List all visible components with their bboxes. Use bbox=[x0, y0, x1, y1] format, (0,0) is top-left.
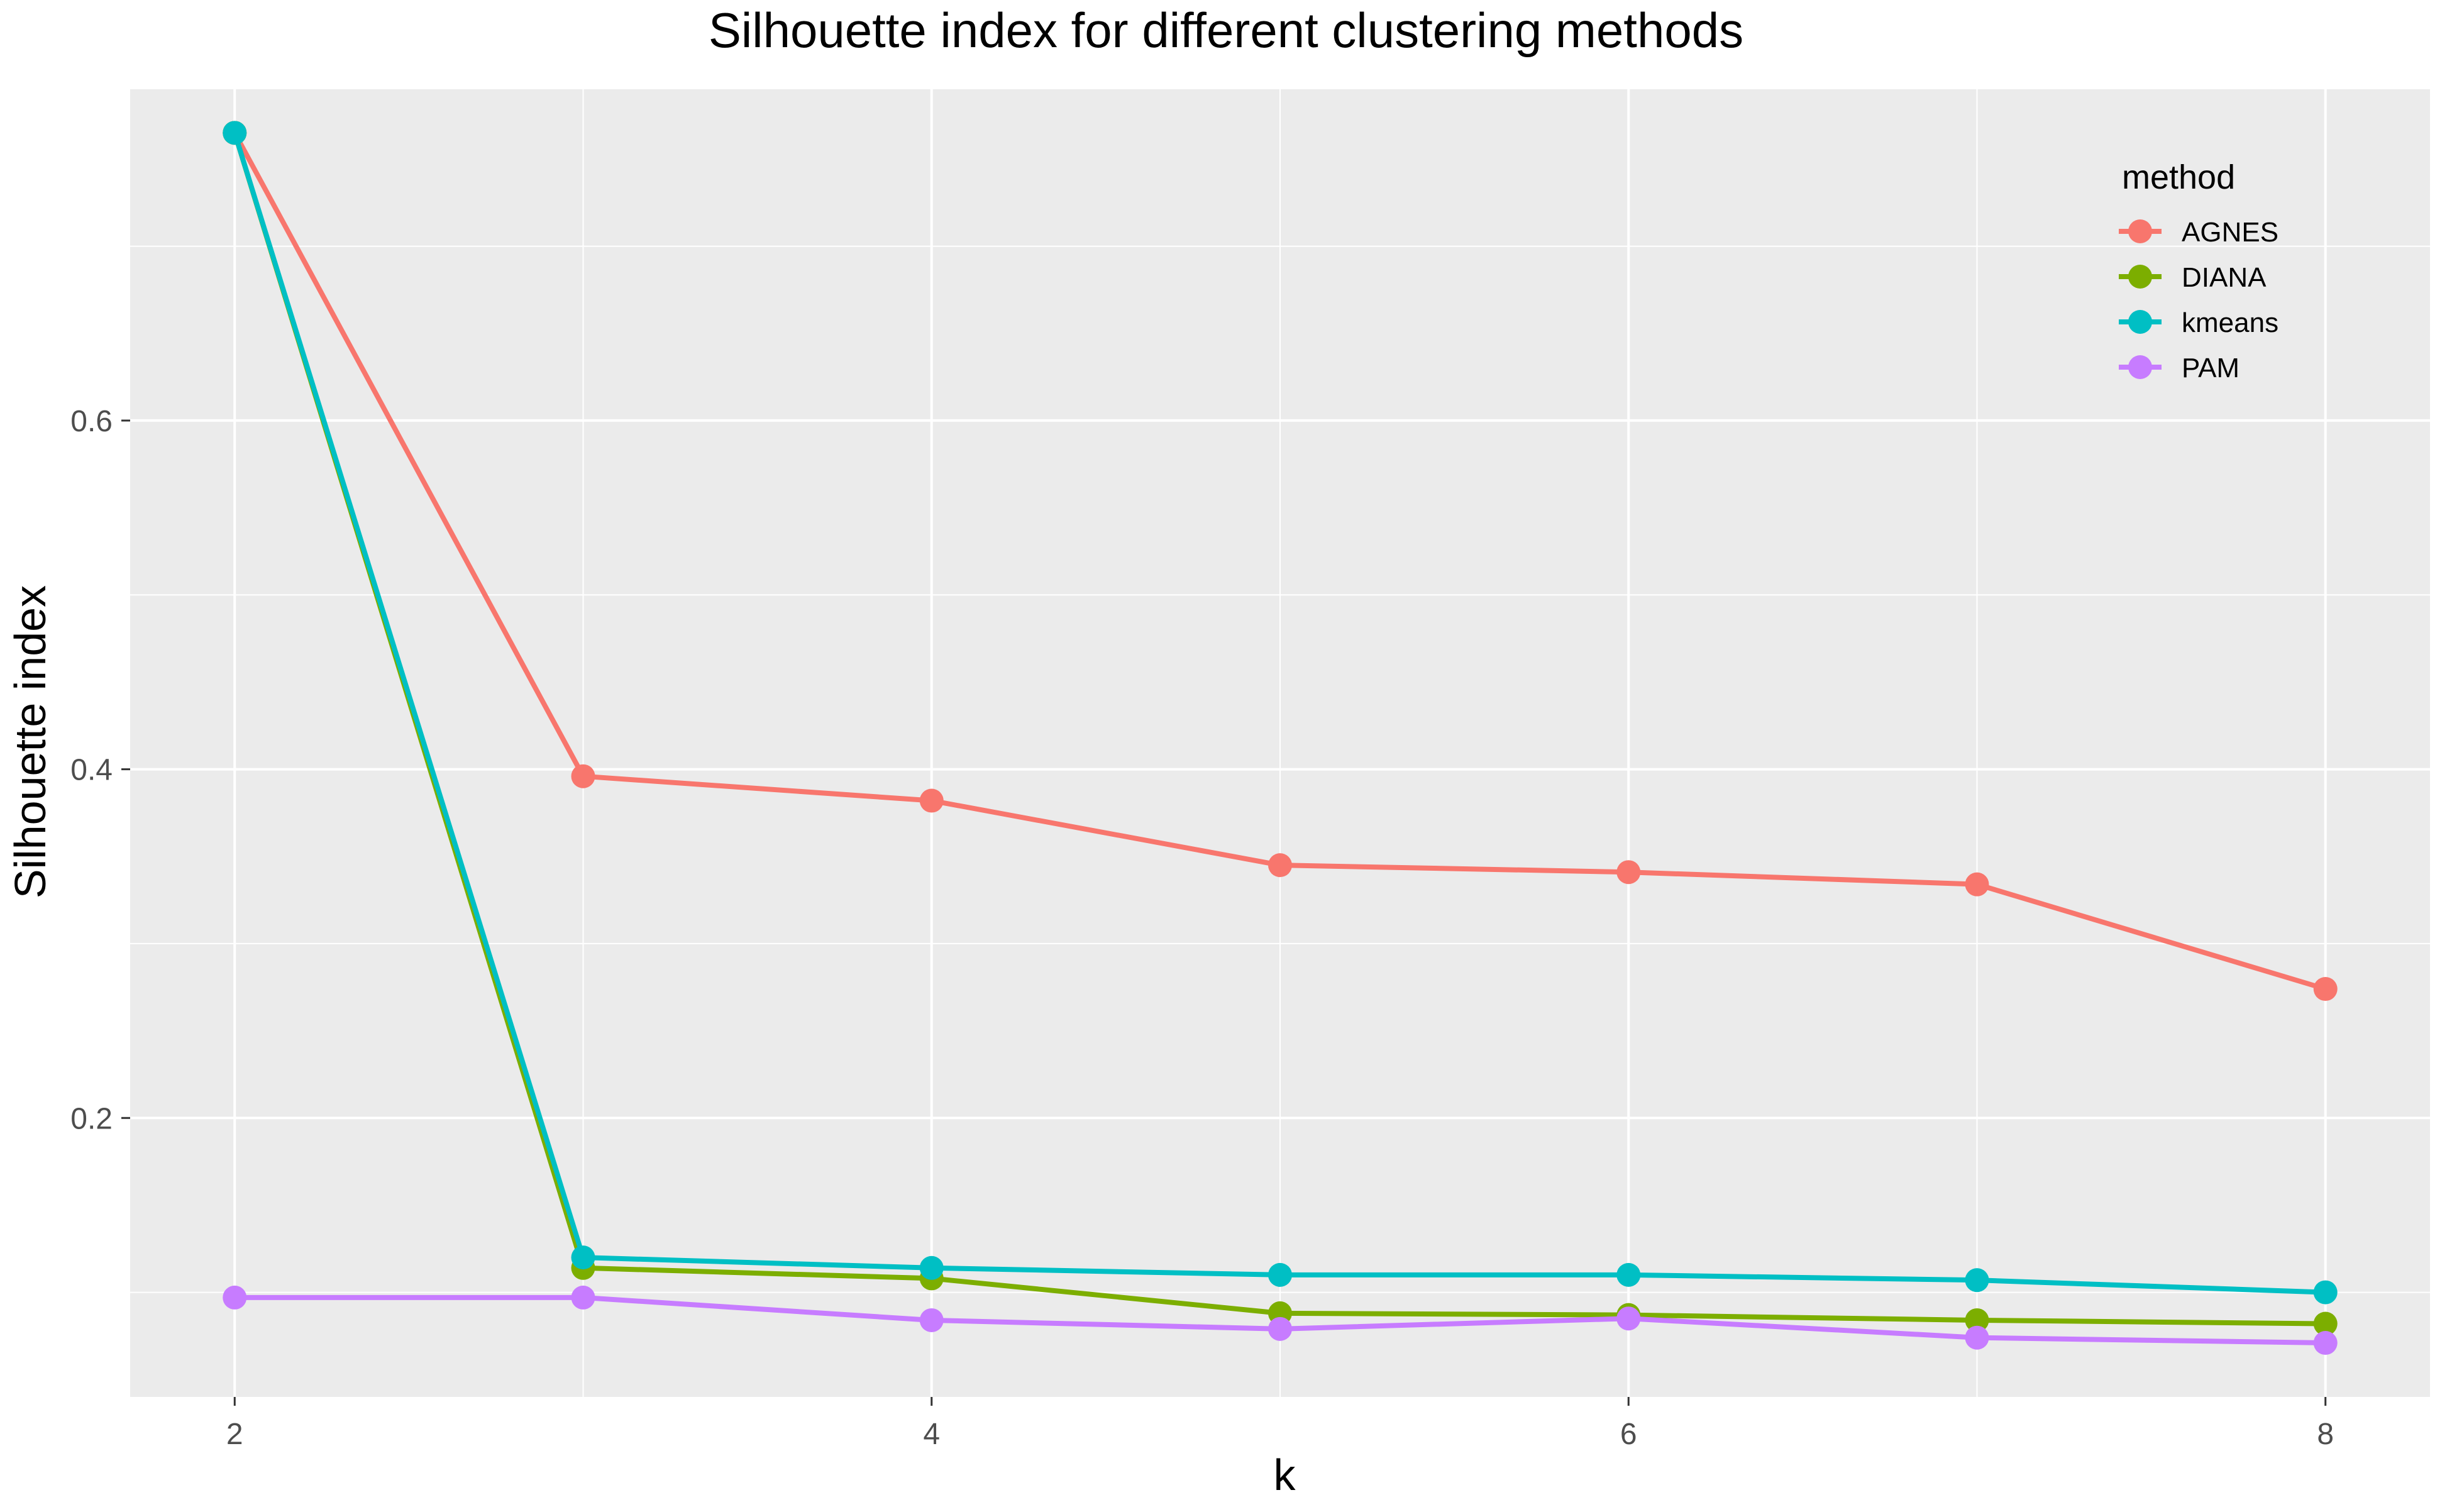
data-point-kmeans bbox=[919, 1255, 944, 1280]
legend-label-agnes: AGNES bbox=[2182, 217, 2278, 248]
data-point-kmeans bbox=[1268, 1262, 1292, 1287]
legend-key-point-agnes bbox=[2128, 219, 2152, 243]
legend-label-pam: PAM bbox=[2182, 353, 2239, 384]
x-tick-label: 4 bbox=[923, 1418, 940, 1451]
data-point-pam bbox=[919, 1308, 944, 1332]
data-point-pam bbox=[571, 1285, 595, 1310]
x-tick-label: 6 bbox=[1620, 1418, 1637, 1451]
y-tick-label: 0.4 bbox=[70, 754, 113, 787]
data-point-agnes bbox=[1268, 853, 1292, 878]
legend-label-kmeans: kmeans bbox=[2182, 307, 2278, 338]
data-point-agnes bbox=[919, 788, 944, 813]
plot-area: 2 4 6 8 0.2 0.4 0.6 bbox=[70, 89, 2430, 1451]
y-tick-label: 0.6 bbox=[70, 405, 113, 438]
data-point-pam bbox=[223, 1285, 247, 1310]
legend: method AGNES DIANA kmeans PAM bbox=[2119, 158, 2278, 384]
x-tick-label: 8 bbox=[2317, 1418, 2334, 1451]
chart-title: Silhouette index for different clusterin… bbox=[709, 3, 1743, 58]
data-point-pam bbox=[1616, 1306, 1641, 1331]
data-point-pam bbox=[1268, 1316, 1292, 1341]
legend-label-diana: DIANA bbox=[2182, 262, 2267, 293]
data-point-agnes bbox=[1965, 872, 1989, 897]
x-axis-label: k bbox=[1274, 1450, 1296, 1499]
legend-key-point-pam bbox=[2128, 355, 2152, 379]
data-point-kmeans bbox=[2313, 1280, 2338, 1305]
legend-key-point-diana bbox=[2128, 265, 2152, 289]
data-point-kmeans bbox=[1616, 1262, 1641, 1287]
data-point-diana bbox=[1965, 1308, 1989, 1332]
y-tick-label: 0.2 bbox=[70, 1102, 113, 1135]
legend-key-point-kmeans bbox=[2128, 310, 2152, 334]
data-point-kmeans bbox=[223, 121, 247, 145]
x-tick-label: 2 bbox=[226, 1418, 243, 1451]
data-point-kmeans bbox=[571, 1245, 595, 1270]
data-point-pam bbox=[1965, 1325, 1989, 1350]
legend-title: method bbox=[2122, 158, 2235, 196]
y-axis-label: Silhouette index bbox=[6, 585, 55, 898]
data-point-agnes bbox=[1616, 860, 1641, 885]
data-point-agnes bbox=[571, 764, 595, 788]
data-point-agnes bbox=[2313, 977, 2338, 1002]
data-point-pam bbox=[2313, 1331, 2338, 1355]
data-point-diana bbox=[2313, 1311, 2338, 1336]
data-point-kmeans bbox=[1965, 1268, 1989, 1293]
